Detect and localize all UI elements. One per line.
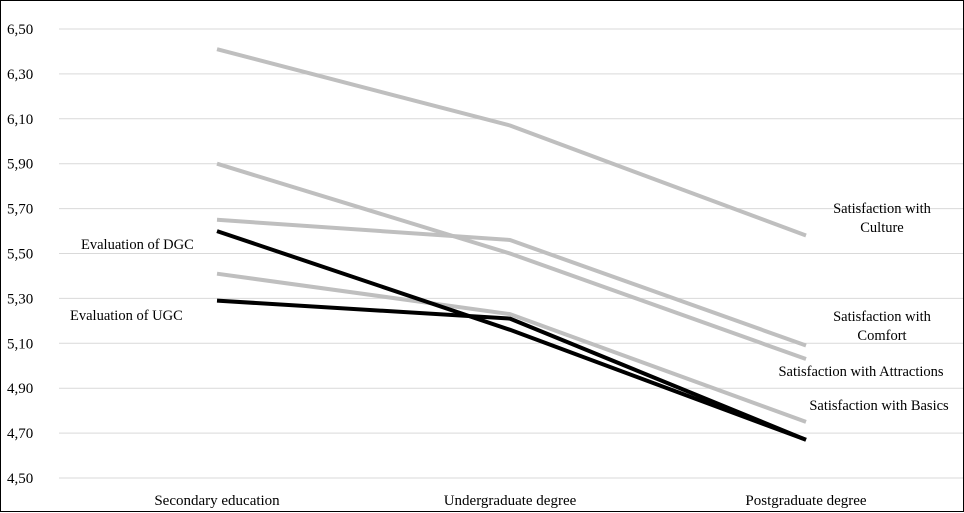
y-tick-label: 5,70 bbox=[7, 202, 33, 218]
y-tick-label: 5,10 bbox=[7, 336, 33, 352]
series-labels: Satisfaction with Culture Satisfaction wit… bbox=[70, 201, 949, 414]
series-label: Satisfaction with bbox=[833, 309, 932, 325]
x-category-label: Undergraduate degree bbox=[444, 493, 577, 509]
y-tick-label: 5,90 bbox=[7, 157, 33, 173]
y-tick-label: 4,90 bbox=[7, 381, 33, 397]
series-line bbox=[216, 47, 807, 238]
y-tick-label: 4,50 bbox=[7, 471, 33, 487]
series-line bbox=[216, 217, 807, 348]
series-line bbox=[216, 229, 807, 442]
y-tick-label: 6,50 bbox=[7, 22, 33, 38]
series-label: Evaluation of DGC bbox=[81, 237, 194, 253]
y-tick-label: 5,50 bbox=[7, 247, 33, 263]
y-tick-label: 6,30 bbox=[7, 67, 33, 83]
series-line bbox=[216, 298, 807, 442]
series-label: Culture bbox=[860, 220, 904, 236]
series-label: Satisfaction with bbox=[833, 201, 932, 217]
x-axis-categories: Secondary education Undergraduate degree P… bbox=[154, 493, 867, 509]
y-tick-label: 5,30 bbox=[7, 291, 33, 307]
y-tick-label: 6,10 bbox=[7, 112, 33, 128]
x-category-label: Postgraduate degree bbox=[745, 493, 867, 509]
y-axis-ticks: 6,50 6,30 6,10 5,90 5,70 5,50 5,30 5,10 4,90 4,70… bbox=[7, 22, 33, 487]
series-label: Satisfaction with Attractions bbox=[778, 364, 943, 380]
series-label: Satisfaction with Basics bbox=[809, 398, 949, 414]
series-label: Comfort bbox=[857, 328, 906, 344]
series-label: Evaluation of UGC bbox=[70, 308, 183, 324]
x-category-label: Secondary education bbox=[154, 493, 280, 509]
series-line bbox=[216, 271, 807, 424]
series-line bbox=[216, 161, 807, 361]
series-lines bbox=[216, 47, 807, 442]
y-tick-label: 4,70 bbox=[7, 426, 33, 442]
